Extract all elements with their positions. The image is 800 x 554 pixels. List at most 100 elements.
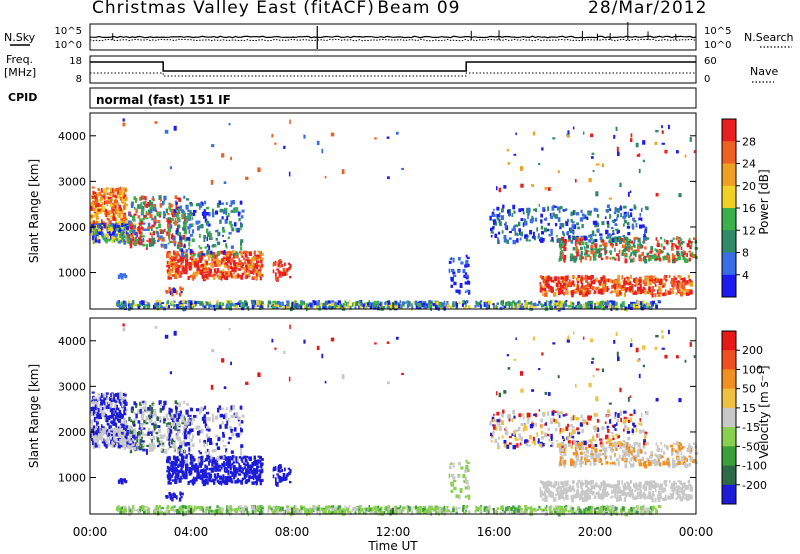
- power-cell: [213, 261, 217, 265]
- velocity-cell: [202, 458, 205, 461]
- power-cell: [575, 239, 579, 242]
- power-cell: [686, 252, 688, 257]
- power-cell: [287, 302, 290, 307]
- power-cell: [500, 208, 504, 213]
- power-cell: [453, 274, 457, 278]
- power-cell: [495, 221, 498, 226]
- power-cell: [210, 263, 214, 268]
- power-cell: [638, 276, 642, 281]
- velocity-cell: [221, 479, 225, 484]
- power-cell: [98, 231, 102, 235]
- power-cell: [540, 219, 543, 224]
- power-cell: [221, 272, 224, 276]
- velocity-cell: [224, 481, 229, 486]
- power-cell: [518, 228, 521, 232]
- velocity-cell: [189, 414, 192, 419]
- power-cell: [608, 279, 612, 283]
- power-cell: [508, 231, 512, 234]
- power-cell: [405, 301, 408, 304]
- power-cell: [455, 306, 458, 310]
- power-cell: [544, 290, 548, 294]
- velocity-cell: [189, 438, 193, 442]
- power-cell: [557, 170, 560, 174]
- velocity-cell: [182, 440, 186, 445]
- power-cell: [333, 304, 337, 310]
- power-cell: [125, 220, 129, 225]
- power-cell: [316, 302, 320, 306]
- velocity-cell: [222, 431, 225, 435]
- power-cell: [131, 234, 134, 239]
- power-cell: [599, 281, 602, 286]
- velocity-cell: [122, 478, 125, 481]
- power-cell: [119, 222, 122, 226]
- power-cell: [548, 233, 551, 237]
- power-cell: [105, 215, 109, 218]
- power-cell: [521, 305, 525, 310]
- power-cell: [103, 212, 106, 216]
- power-cell: [560, 289, 564, 295]
- velocity-cell: [147, 414, 151, 420]
- velocity-cell: [222, 474, 225, 479]
- velocity-cell: [518, 505, 521, 510]
- power-cell: [204, 218, 208, 222]
- power-cell: [208, 262, 212, 266]
- power-cell: [671, 284, 675, 287]
- velocity-cell: [208, 473, 213, 479]
- power-cell: [510, 302, 513, 307]
- velocity-cell: [94, 427, 97, 430]
- velocity-cell: [183, 417, 186, 422]
- velocity-cell: [107, 415, 111, 420]
- power-cell: [197, 300, 200, 304]
- velocity-cell: [240, 451, 243, 456]
- velocity-cell: [90, 406, 94, 412]
- power-cell: [628, 214, 631, 218]
- power-cell: [106, 202, 109, 207]
- power-cell: [545, 281, 548, 285]
- power-cell: [594, 305, 598, 309]
- power-cell: [272, 263, 275, 267]
- velocity-cell: [190, 461, 194, 464]
- power-cell: [465, 254, 468, 258]
- power-cell: [684, 154, 687, 158]
- velocity-cell: [515, 509, 517, 514]
- power-cell: [592, 250, 595, 255]
- power-cell: [91, 194, 94, 197]
- nave-tick-low: 0: [704, 74, 710, 85]
- power-cell: [203, 271, 207, 274]
- power-cell: [569, 228, 573, 234]
- power-cell: [103, 200, 106, 206]
- power-cell: [214, 210, 219, 215]
- power-cell: [535, 208, 538, 213]
- velocity-cell: [95, 429, 99, 435]
- power-cell: [655, 304, 658, 309]
- power-cell: [229, 262, 232, 266]
- power-cell: [226, 215, 229, 221]
- power-cell: [134, 226, 137, 232]
- power-cell: [137, 305, 141, 309]
- velocity-cell: [191, 421, 194, 425]
- power-cell: [151, 241, 155, 247]
- power-cell: [139, 236, 142, 241]
- power-cell: [452, 271, 456, 275]
- power-cell: [188, 262, 192, 266]
- power-cell: [127, 303, 131, 307]
- velocity-cell: [654, 508, 657, 511]
- power-cell: [570, 290, 573, 295]
- velocity-cell: [105, 420, 109, 423]
- power-cell: [630, 303, 633, 307]
- power-cell: [571, 275, 576, 279]
- velocity-cell: [166, 429, 170, 434]
- power-cell: [613, 134, 616, 139]
- velocity-cell: [127, 443, 132, 449]
- velocity-cell: [234, 468, 236, 472]
- power-cell: [500, 215, 504, 220]
- power-cell: [562, 209, 566, 212]
- power-cell: [656, 240, 659, 244]
- velocity-cell: [110, 409, 114, 412]
- power-cell: [571, 282, 574, 286]
- power-cell: [168, 236, 171, 242]
- power-cell: [580, 285, 583, 289]
- power-cell: [494, 233, 498, 238]
- power-cell: [532, 302, 536, 307]
- power-cell: [689, 245, 692, 250]
